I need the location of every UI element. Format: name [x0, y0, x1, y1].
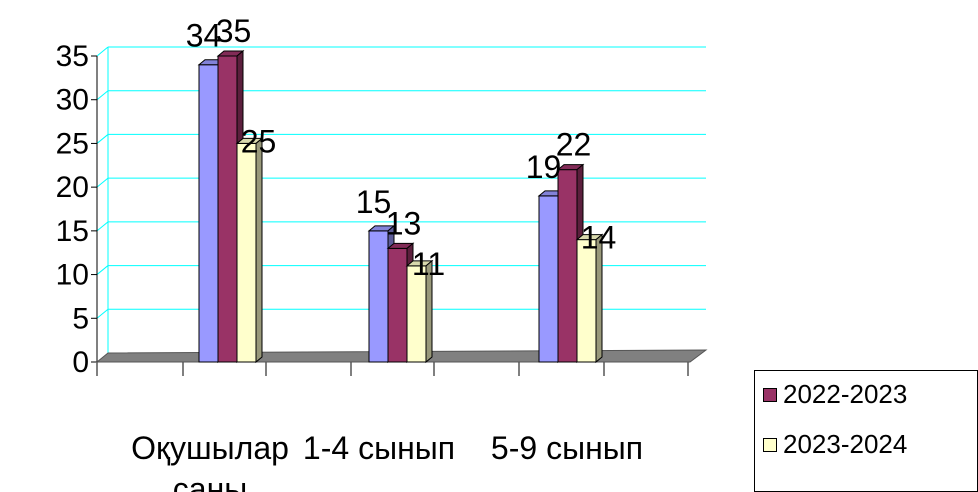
bars: [197, 49, 604, 364]
legend-item-2023-2024: 2023-2024: [763, 429, 907, 460]
bar: [557, 169, 578, 363]
y-tick-label: 20: [56, 171, 89, 204]
bar-side: [595, 233, 603, 364]
data-label: 25: [241, 123, 277, 159]
legend-label: 2022-2023: [783, 379, 908, 409]
gridline-side: [96, 90, 109, 101]
data-label: 35: [216, 13, 252, 49]
bar: [576, 239, 597, 363]
gridline-side: [96, 265, 109, 275]
data-label: 19: [526, 149, 562, 185]
category-label: 5-9 сынып: [491, 430, 643, 466]
data-label: 14: [581, 220, 617, 256]
legend-swatch-2022-2023: [763, 387, 777, 402]
data-label: 15: [356, 184, 392, 220]
legend-label: 2023-2024: [783, 429, 908, 459]
y-tick-label: 15: [56, 215, 89, 248]
gridline-side: [96, 134, 109, 144]
category-labels: Оқушылар саны 1-4 сынып 5-9 сынып: [131, 430, 643, 492]
y-tick-label: 35: [56, 40, 89, 73]
data-label: 22: [556, 127, 592, 163]
gridline-side: [96, 46, 109, 57]
category-label: саны: [173, 471, 247, 492]
gridline-side: [96, 177, 109, 188]
data-label: 34: [186, 18, 222, 54]
data-label: 11: [412, 246, 445, 282]
y-axis: 0 5 10 15 20 25 30 35: [56, 40, 690, 379]
bar: [538, 195, 559, 363]
legend: 2022-2023 2023-2024: [754, 370, 978, 492]
bar: [198, 64, 219, 363]
category-label: Оқушылар: [131, 430, 289, 466]
y-tick-label: 30: [56, 84, 89, 117]
y-tick-label: 5: [72, 302, 89, 335]
bar-side: [255, 137, 263, 364]
bar: [387, 247, 408, 363]
bar: [236, 142, 257, 363]
category-label: 1-4 сынып: [303, 430, 455, 466]
data-label: 13: [386, 205, 422, 241]
gridline-side: [96, 308, 109, 319]
legend-item-2022-2023: 2022-2023: [763, 379, 907, 410]
bar: [368, 230, 389, 363]
y-tick-label: 10: [56, 259, 89, 292]
y-tick-label: 0: [72, 346, 89, 379]
bar: [217, 55, 238, 363]
gridline-side: [96, 221, 109, 232]
legend-swatch-2023-2024: [763, 437, 777, 452]
bar-side: [425, 259, 433, 364]
y-tick-label: 25: [56, 127, 89, 160]
